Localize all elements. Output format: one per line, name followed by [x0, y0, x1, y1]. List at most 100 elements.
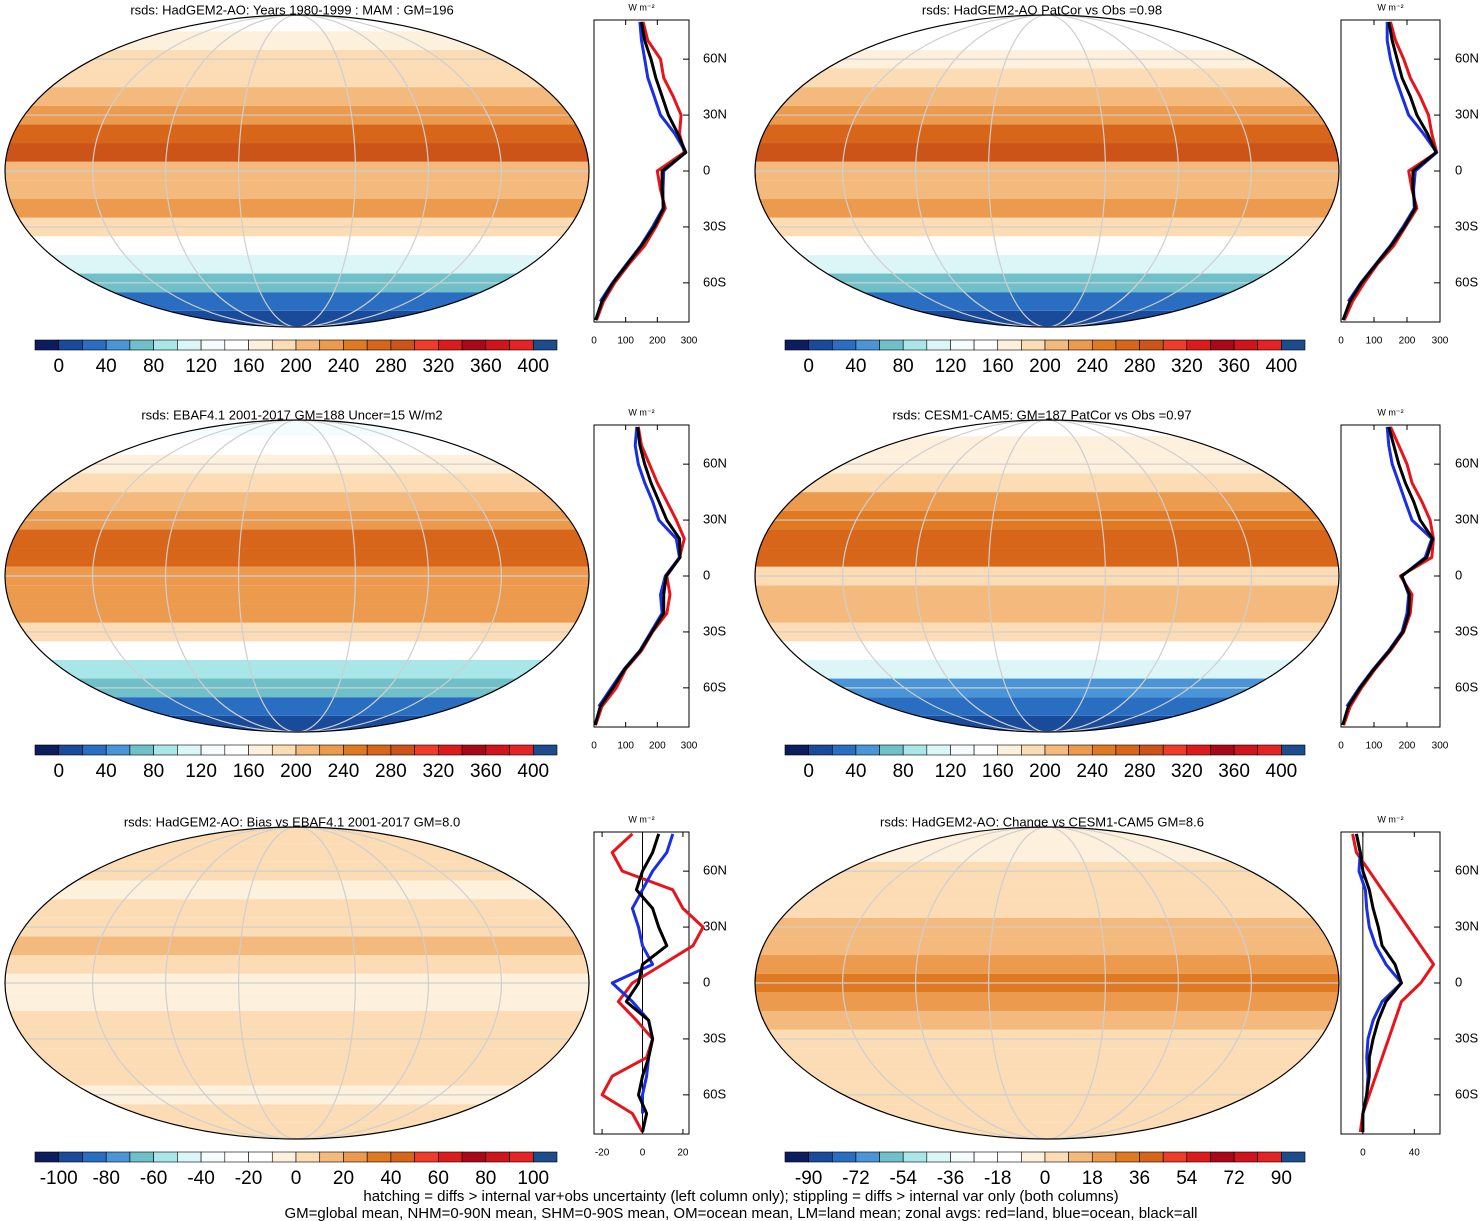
- map-band: [5, 68, 589, 88]
- map: [755, 827, 1339, 1139]
- colorbar-box: [1115, 339, 1140, 351]
- colorbar-box: [58, 744, 83, 756]
- zonal-line: [1354, 833, 1403, 1114]
- colorbar-box: [34, 744, 60, 756]
- x-tick-label: 100: [617, 336, 634, 347]
- colorbar-box: [153, 339, 178, 351]
- colorbar-box: [82, 744, 107, 756]
- map-meridian: [914, 15, 1179, 327]
- zonal-line: [593, 426, 682, 726]
- profile-units: W m⁻²: [1377, 814, 1403, 824]
- map-band: [755, 31, 1339, 50]
- map-band: [755, 641, 1339, 660]
- colorbar-label: 200: [280, 761, 312, 782]
- colorbar-box: [58, 1151, 83, 1163]
- colorbar-box: [271, 339, 297, 351]
- map-outline: [4, 14, 590, 328]
- colorbar-box: [343, 1151, 368, 1163]
- colorbar-label: 320: [423, 761, 455, 782]
- y-tick-label: 60S: [703, 274, 726, 289]
- y-tick-label: 60S: [1455, 679, 1478, 694]
- map-band: [755, 697, 1339, 716]
- colorbar-label: 280: [375, 761, 407, 782]
- y-tick-label: 30N: [703, 512, 727, 527]
- x-tick-label: 200: [649, 336, 666, 347]
- colorbar-label: 40: [380, 1168, 401, 1189]
- colorbar-box: [34, 1151, 60, 1163]
- map-band: [5, 899, 589, 918]
- map-band: [755, 899, 1339, 918]
- colorbar-box: [82, 1151, 107, 1163]
- colorbar-label: 0: [1040, 1168, 1051, 1189]
- map-band: [755, 143, 1339, 162]
- colorbar-box: [1281, 1151, 1306, 1163]
- x-tick-label: 200: [649, 741, 666, 752]
- colorbar-label: 360: [1218, 761, 1250, 782]
- colorbar-box: [295, 744, 321, 756]
- colorbar-box: [950, 1151, 975, 1163]
- map-meridian: [987, 420, 1106, 732]
- colorbar-box: [808, 1151, 833, 1163]
- colorbar-box: [485, 744, 510, 756]
- colorbar-box: [902, 339, 928, 351]
- colorbar-box: [58, 339, 83, 351]
- map-band: [755, 936, 1339, 956]
- colorbar-box: [177, 1151, 202, 1163]
- colorbar-label: 400: [517, 356, 549, 377]
- map-band: [755, 843, 1339, 862]
- map-band: [5, 180, 589, 199]
- map-band: [755, 1010, 1339, 1030]
- colorbar-box: [997, 1151, 1022, 1163]
- colorbar-label: 80: [475, 1168, 496, 1189]
- colorbar-box: [319, 744, 344, 756]
- x-tick-label: 200: [1399, 336, 1416, 347]
- map-meridian: [238, 420, 357, 732]
- colorbar-label: 200: [1029, 356, 1061, 377]
- colorbar-box: [438, 1151, 463, 1163]
- colorbar-box: [831, 744, 857, 756]
- map-band: [755, 880, 1339, 900]
- colorbar-box: [461, 744, 487, 756]
- y-tick-label: 60N: [1455, 456, 1479, 471]
- panel-title: rsds: HadGEM2-AO: Change vs CESM1-CAM5 G…: [880, 814, 1204, 829]
- colorbar-label: 120: [185, 356, 217, 377]
- colorbar-label: 240: [328, 761, 360, 782]
- colorbar-label: 80: [143, 761, 164, 782]
- colorbar-box: [461, 339, 487, 351]
- colorbar-box: [1186, 744, 1211, 756]
- map-band: [755, 473, 1339, 493]
- colorbar-box: [319, 1151, 344, 1163]
- colorbar-label: -72: [842, 1168, 869, 1189]
- colorbar-box: [1021, 744, 1046, 756]
- map: [5, 15, 589, 327]
- colorbar-label: 0: [53, 356, 64, 377]
- footer-line: hatching = diffs > internal var+obs unce…: [363, 1188, 1118, 1205]
- map-meridian: [841, 420, 1252, 732]
- y-tick-label: 0: [1455, 162, 1462, 177]
- profile-frame: [1340, 19, 1441, 323]
- x-tick-label: 0: [640, 1148, 646, 1159]
- map-band: [5, 1010, 589, 1030]
- map-band: [5, 436, 589, 455]
- colorbar-box: [926, 1151, 951, 1163]
- x-tick-label: 300: [1432, 336, 1449, 347]
- map: [755, 420, 1339, 732]
- colorbar-label: 160: [233, 356, 265, 377]
- zonal-line: [600, 832, 705, 1133]
- map-band: [5, 880, 589, 900]
- colorbar-box: [1139, 339, 1164, 351]
- y-tick-label: 30S: [1455, 1030, 1478, 1045]
- x-tick-label: 100: [1366, 741, 1383, 752]
- colorbar-box: [784, 744, 809, 756]
- colorbar-label: 80: [893, 356, 914, 377]
- colorbar-box: [366, 1151, 392, 1163]
- colorbar-box: [973, 744, 999, 756]
- colorbar-box: [1115, 1151, 1140, 1163]
- colorbar-box: [1139, 744, 1164, 756]
- colorbar-label: 400: [1266, 356, 1298, 377]
- zonal-line: [1341, 21, 1438, 321]
- y-tick-label: 0: [703, 974, 710, 989]
- map-band: [5, 585, 589, 604]
- colorbar-box: [509, 1151, 534, 1163]
- colorbar-box: [1210, 1151, 1235, 1163]
